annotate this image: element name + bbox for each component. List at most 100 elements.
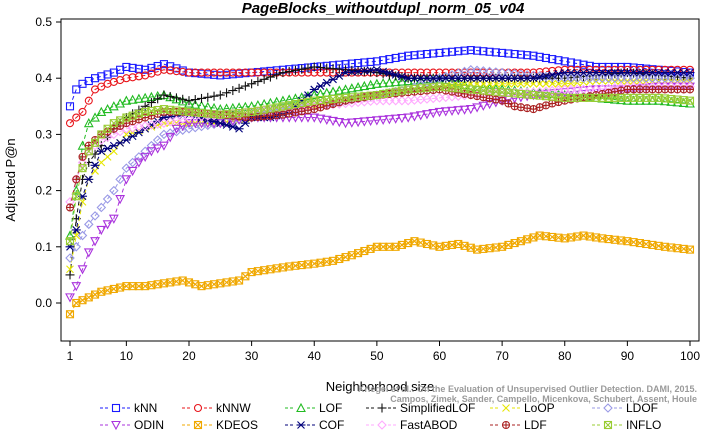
data-point-cof xyxy=(240,119,250,128)
x-tick-label: 20 xyxy=(182,349,196,363)
data-point-lof xyxy=(384,77,395,87)
legend-marker-knnw xyxy=(193,403,203,413)
data-point-odin xyxy=(71,282,82,292)
x-tick-label: 40 xyxy=(308,349,322,363)
data-point-lof xyxy=(121,95,132,105)
data-point-simplifiedlof xyxy=(253,77,263,87)
data-point-simplifiedlof xyxy=(259,74,269,84)
plot-frame xyxy=(60,18,700,342)
data-point-simplifiedlof xyxy=(178,94,188,104)
data-point-odin xyxy=(108,214,119,224)
data-point-knn xyxy=(460,46,469,55)
data-point-lof xyxy=(115,98,126,108)
legend-marker-odin xyxy=(111,420,121,431)
legend-marker-lof xyxy=(296,402,306,413)
series-line-knnw xyxy=(69,69,690,124)
data-point-odin xyxy=(90,237,100,247)
data-point-knnw xyxy=(247,68,256,77)
data-point-knn xyxy=(91,74,100,83)
data-point-cof xyxy=(121,136,131,144)
data-point-ldof xyxy=(71,242,82,252)
data-point-knnw xyxy=(84,96,93,105)
data-point-cof xyxy=(71,226,81,234)
data-point-odin xyxy=(440,107,451,117)
legend-label: ODIN xyxy=(134,418,164,432)
data-point-simplifiedlof xyxy=(240,81,250,91)
data-point-knn xyxy=(372,57,381,66)
data-point-ldof xyxy=(603,73,614,83)
data-point-odin xyxy=(453,106,464,116)
data-point-ldof xyxy=(491,67,501,77)
data-point-fastabod xyxy=(378,95,388,106)
data-point-odin xyxy=(534,90,545,100)
data-point-odin xyxy=(403,113,414,123)
data-point-ldof xyxy=(65,253,75,263)
data-point-ldof xyxy=(140,146,150,157)
data-point-lof xyxy=(102,103,113,114)
data-point-lof xyxy=(234,102,245,112)
data-point-loop xyxy=(523,79,532,88)
data-point-lof xyxy=(127,94,138,104)
data-point-inflo xyxy=(91,138,100,147)
data-point-lof xyxy=(77,140,88,150)
data-point-ldof xyxy=(77,230,88,241)
legend-marker-fastabod xyxy=(377,420,387,430)
data-point-knn xyxy=(109,68,118,77)
data-point-simplifiedlof xyxy=(203,92,213,102)
data-point-ldof xyxy=(572,73,583,83)
data-point-lof xyxy=(397,76,407,86)
data-point-odin xyxy=(384,115,395,125)
data-point-knnw xyxy=(122,74,131,83)
data-point-lof xyxy=(290,93,301,103)
data-point-fastabod xyxy=(572,84,583,95)
data-point-odin xyxy=(140,152,151,163)
data-point-knnw xyxy=(191,68,200,77)
legend-marker-ldf xyxy=(501,420,511,430)
data-point-knn xyxy=(479,47,488,56)
data-point-odin xyxy=(171,124,182,134)
data-point-simplifiedlof xyxy=(309,62,319,72)
data-point-knn xyxy=(535,52,544,61)
data-point-knnw xyxy=(216,68,225,77)
data-point-ldof xyxy=(566,73,576,83)
data-point-odin xyxy=(334,117,345,128)
data-point-odin xyxy=(77,265,88,275)
x-axis: 1 10 20 30 40 50 60 70 80 90 100 xyxy=(67,341,700,363)
data-point-knn xyxy=(504,49,513,58)
data-point-knn xyxy=(466,46,475,55)
data-point-knnw xyxy=(159,65,168,74)
data-point-odin xyxy=(434,107,445,118)
x-tick-label: 10 xyxy=(120,349,134,363)
series-line-fastabod xyxy=(69,86,690,202)
data-point-knn xyxy=(441,48,450,57)
data-point-simplifiedlof xyxy=(366,67,376,77)
legend-item-knn: kNN xyxy=(100,401,157,415)
data-point-ldf xyxy=(291,108,300,117)
data-point-odin xyxy=(190,119,201,129)
data-point-loop xyxy=(517,79,525,88)
data-point-ldof xyxy=(472,65,482,76)
data-point-cof xyxy=(90,161,100,170)
data-point-knn xyxy=(410,51,419,60)
data-point-ldof xyxy=(466,64,476,75)
data-point-cof xyxy=(359,67,369,75)
data-point-fastabod xyxy=(77,157,88,168)
legend-item-ldf: LDF xyxy=(490,418,547,432)
data-point-ldf xyxy=(604,88,613,97)
data-point-ldf xyxy=(685,85,695,94)
data-point-inflo xyxy=(78,164,87,173)
legend-marker-loop xyxy=(502,404,510,412)
data-point-simplifiedlof xyxy=(278,68,288,78)
data-point-lof xyxy=(359,80,370,91)
data-point-odin xyxy=(447,106,457,116)
data-point-ldof xyxy=(152,135,163,145)
x-tick-label: 80 xyxy=(558,349,572,363)
legend-marker-simplifiedlof xyxy=(377,403,387,413)
data-point-knnw xyxy=(78,107,87,116)
data-point-knn xyxy=(385,55,394,64)
legend-marker-kdeos xyxy=(193,420,203,430)
data-point-lof xyxy=(133,93,144,103)
data-point-lof xyxy=(353,82,363,92)
data-point-knn xyxy=(491,48,500,57)
data-point-lof xyxy=(96,106,107,116)
